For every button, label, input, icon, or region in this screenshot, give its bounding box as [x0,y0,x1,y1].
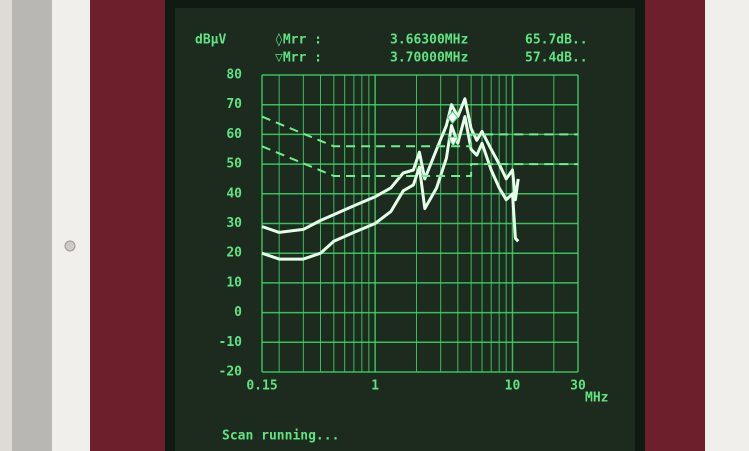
marker-symbol: ◊Mrr : [275,33,322,48]
x-unit: MHz [585,391,608,406]
right-panel [645,0,705,451]
x-tick-label: 0.15 [246,379,277,394]
marker-symbol: ▽Mrr : [275,51,322,66]
bezel [52,0,90,451]
y-tick-label: 30 [226,216,242,231]
left-panel [90,0,165,451]
y-tick-label: 80 [226,68,242,83]
y-tick-label: 0 [234,305,242,320]
marker-frequency: 3.70000MHz [390,51,468,66]
y-tick-label: 20 [226,246,242,261]
y-unit: dBµV [195,33,226,48]
bezel-edge [12,0,52,451]
y-tick-label: -20 [219,365,243,380]
x-tick-label: 1 [371,379,379,394]
y-tick-label: 40 [226,186,242,201]
chart: dBµV MHz Scan running... 80 70 60 50 40 30 20 1… [0,0,749,451]
marker-frequency: 3.66300MHz [390,33,468,48]
y-tick-label: 60 [226,127,242,142]
y-tick-label: 70 [226,97,242,112]
marker-level: 65.7dB.. [525,33,588,48]
status: Scan running... [222,429,339,444]
y-tick-label: -10 [219,335,243,350]
x-tick-label: 10 [505,379,521,394]
y-tick-label: 50 [226,157,242,172]
y-tick-label: 10 [226,275,242,290]
screw [65,241,75,251]
bezel [705,0,749,451]
marker-level: 57.4dB.. [525,51,588,66]
x-tick-label: 30 [570,379,586,394]
